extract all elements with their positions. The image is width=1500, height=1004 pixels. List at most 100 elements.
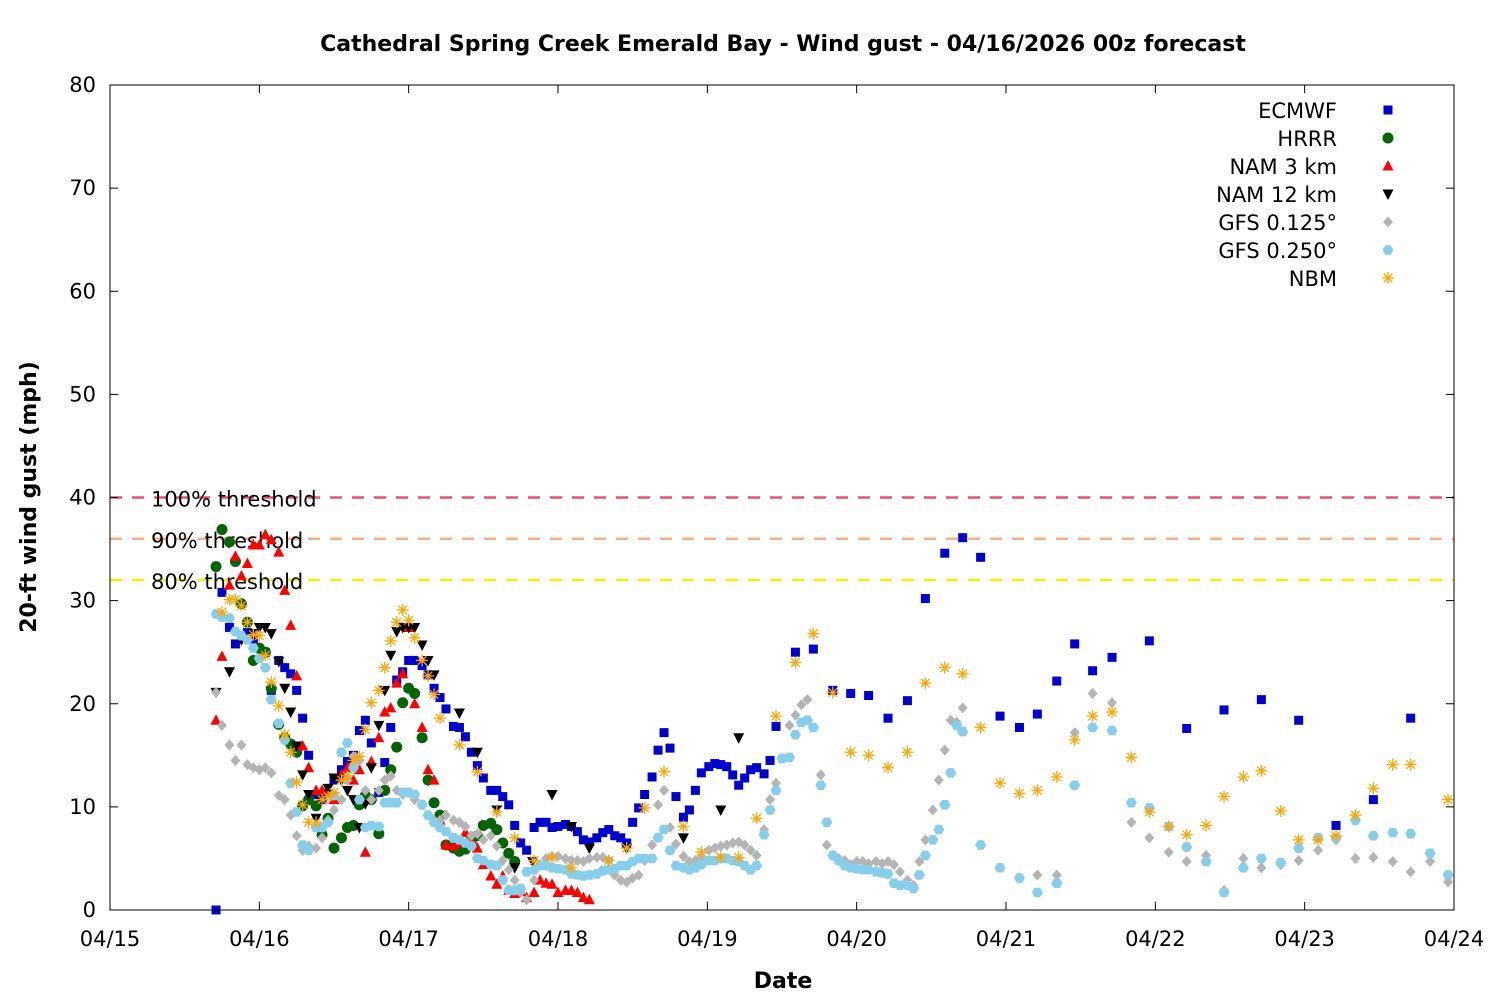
data-point: [478, 773, 488, 783]
square-marker: [360, 715, 370, 725]
data-point: [471, 747, 483, 759]
data-point: [448, 721, 458, 731]
data-point: [690, 785, 700, 795]
data-point: [815, 780, 827, 790]
asterisk-stroke: [1107, 707, 1117, 717]
asterisk-stroke: [303, 817, 314, 828]
diamond-marker: [633, 869, 644, 881]
asterisk-stroke: [604, 855, 614, 866]
data-point: [975, 840, 987, 850]
hexagon-marker: [303, 845, 315, 855]
data-point: [957, 726, 969, 737]
data-point: [1031, 887, 1043, 898]
data-point: [280, 663, 290, 673]
asterisk-stroke: [566, 863, 577, 873]
data-point: [714, 851, 727, 864]
hexagon-marker: [1125, 798, 1137, 808]
data-point: [664, 845, 676, 855]
asterisk-stroke: [280, 729, 290, 740]
data-point: [659, 728, 669, 738]
data-point: [722, 762, 732, 772]
data-point: [1367, 782, 1380, 795]
data-point: [440, 839, 452, 850]
data-point: [478, 834, 489, 846]
triangle-down-marker: [1382, 189, 1394, 200]
hexagon-marker: [882, 869, 894, 879]
data-point: [727, 837, 738, 849]
asterisk-stroke: [1313, 835, 1323, 845]
data-point: [802, 694, 813, 706]
diamond-marker: [224, 739, 235, 751]
diamond-marker: [441, 809, 451, 821]
data-point: [572, 827, 582, 837]
data-point: [354, 726, 364, 736]
asterisk-stroke: [360, 724, 371, 735]
data-point: [1368, 851, 1379, 863]
hexagon-marker: [273, 718, 285, 729]
data-point: [509, 874, 520, 886]
square-marker: [560, 819, 570, 829]
data-point: [933, 774, 944, 786]
asterisk-stroke: [1069, 735, 1080, 745]
data-point: [379, 685, 391, 697]
legend-marker-icon: [1383, 216, 1393, 228]
data-point: [1182, 724, 1192, 733]
hexagon-marker: [801, 715, 813, 725]
data-point: [584, 837, 594, 847]
hexagon-marker: [994, 863, 1006, 873]
data-point: [1405, 828, 1417, 839]
circle-marker: [210, 561, 222, 573]
data-point: [453, 739, 466, 751]
data-point: [229, 550, 241, 561]
data-point: [508, 831, 521, 844]
data-point: [472, 761, 482, 771]
asterisk-stroke: [1331, 831, 1341, 841]
data-point: [1404, 758, 1417, 771]
square-marker: [298, 713, 308, 723]
x-tick-label: 04/19: [677, 927, 738, 951]
data-point: [1126, 816, 1137, 828]
data-point: [366, 738, 376, 748]
data-point: [217, 719, 227, 731]
square-marker: [1383, 105, 1393, 115]
data-point: [422, 655, 434, 667]
diamond-marker: [1387, 856, 1398, 868]
triangle-up-marker: [235, 569, 247, 581]
data-point: [1442, 870, 1454, 880]
data-point: [677, 833, 689, 844]
diamond-marker: [1425, 856, 1436, 868]
hexagon-marker: [1087, 722, 1099, 733]
data-point: [365, 820, 377, 831]
diamond-marker: [529, 874, 540, 886]
hexagon-marker: [1275, 857, 1287, 868]
data-point: [485, 869, 497, 881]
diamond-marker: [920, 834, 931, 846]
data-point: [734, 780, 744, 790]
data-point: [1330, 829, 1343, 842]
circle-marker: [347, 819, 359, 831]
square-marker: [920, 594, 930, 604]
square-marker: [504, 800, 514, 810]
square-marker: [1219, 705, 1229, 715]
data-point: [1052, 676, 1062, 686]
data-point: [1032, 869, 1043, 881]
data-point: [1293, 855, 1304, 866]
data-point: [583, 893, 595, 905]
data-point: [1293, 843, 1305, 853]
diamond-marker: [385, 770, 396, 782]
square-marker: [486, 785, 496, 795]
data-point: [844, 746, 857, 759]
data-point: [790, 647, 800, 657]
triangle-down-marker: [416, 640, 428, 651]
square-marker: [242, 628, 252, 638]
square-marker: [678, 812, 688, 822]
square-marker: [696, 768, 706, 778]
data-point: [490, 806, 503, 819]
data-point: [1237, 863, 1249, 873]
square-marker: [286, 669, 296, 679]
y-tick-label: 40: [69, 486, 96, 510]
asterisk-stroke: [1256, 766, 1267, 776]
data-point: [491, 824, 503, 836]
data-point: [341, 738, 353, 748]
